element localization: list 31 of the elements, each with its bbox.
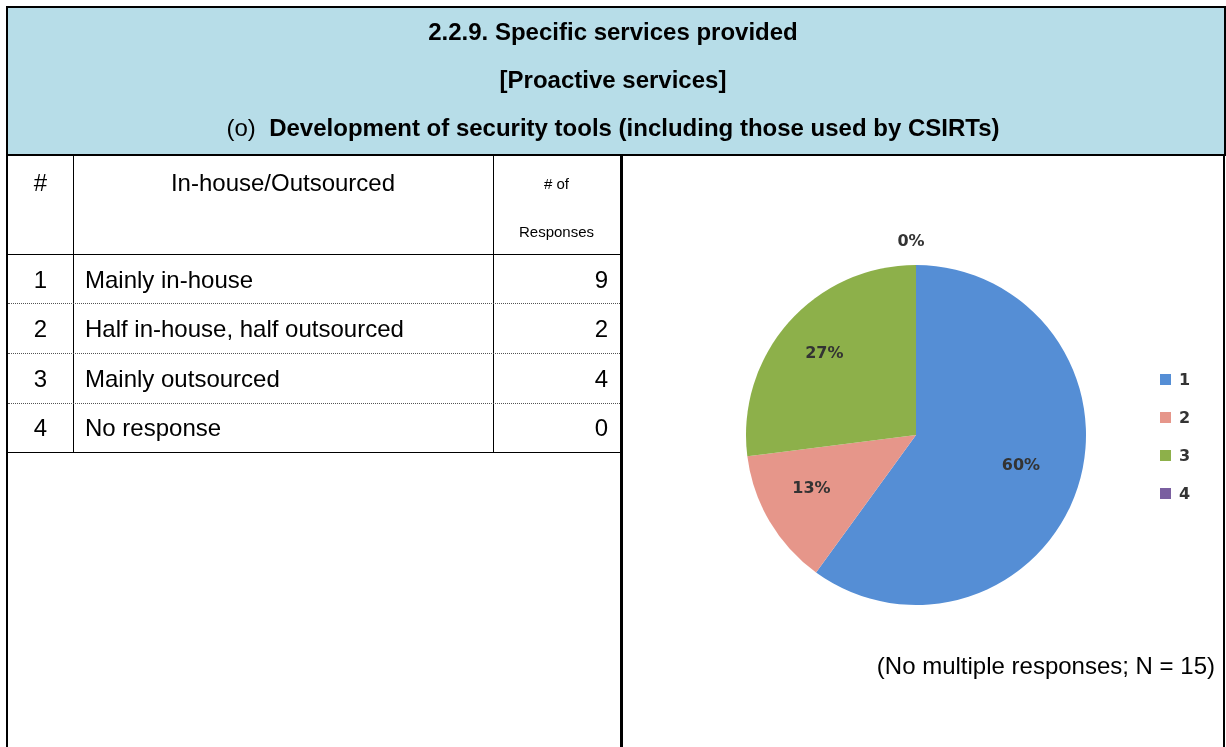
legend-label: 2 [1179,407,1191,427]
text: Half in-house, half outsourced [84,314,405,344]
category-label: 1 [33,265,48,293]
text: 4 [593,363,609,394]
category-label: 2 [33,315,48,342]
text: 9 [593,264,609,295]
legend-label: 1 [1179,369,1191,389]
text: (No multiple responses; N = 15) [875,652,1215,680]
chart-title: 2.2.9. Specific services provided [427,18,799,46]
chart-subtitle: [Proactive services] [498,66,728,94]
category-label: 3 [33,364,48,392]
text: Responses [517,221,595,242]
data-label: 27% [804,342,845,362]
pie-slice [746,265,916,457]
text: No response [84,413,223,443]
data-label: 60% [1000,454,1042,474]
text: (o) [226,114,256,141]
text: Mainly outsourced [84,363,281,394]
text: In-house/Outsourced [169,168,397,198]
text: Mainly in-house [84,264,255,295]
text: 0% [897,231,925,250]
text: 2 [593,314,609,344]
text: Development of security tools (including those used by CSIRTs) [269,114,1000,141]
legend-label: 3 [1179,445,1191,465]
text: # [32,168,49,198]
text: 0 [593,413,609,443]
data-label: 13% [791,477,832,497]
pie-slice [747,435,916,573]
text: 4 [33,414,48,441]
text: # of [543,173,570,194]
legend-label: 4 [1179,483,1191,503]
